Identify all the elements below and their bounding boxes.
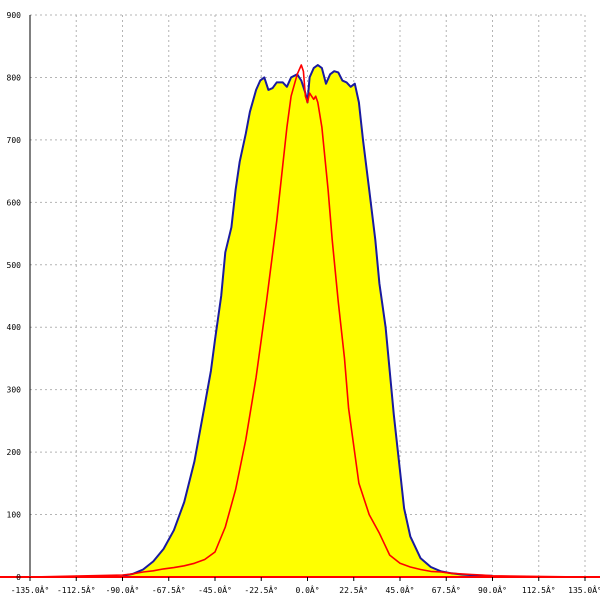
x-tick-label: -22.5Â° xyxy=(244,584,278,595)
y-tick-label: 100 xyxy=(7,511,22,520)
x-tick-label: 67.5Â° xyxy=(432,584,461,595)
y-tick-label: 800 xyxy=(7,73,22,82)
x-tick-label: 90.0Â° xyxy=(478,584,507,595)
x-tick-label: 0.0Â° xyxy=(295,584,319,595)
y-tick-label-zero: 0 xyxy=(16,573,21,582)
x-tick-label: 112.5Â° xyxy=(522,584,556,595)
y-tick-label: 600 xyxy=(7,198,22,207)
y-tick-label: 300 xyxy=(7,386,22,395)
x-tick-label: 135.0Â° xyxy=(568,584,600,595)
x-tick-label: -90.0Â° xyxy=(106,584,140,595)
y-tick-label: 200 xyxy=(7,448,22,457)
tick-labels: -135.0Â° -112.5Â° -90.0Â° -67.5Â° -45.0Â° -22… xyxy=(7,11,600,595)
x-tick-label: -112.5Â° xyxy=(57,584,96,595)
series-1-line xyxy=(29,64,586,578)
axis-layer xyxy=(0,15,600,578)
series-0-area xyxy=(122,65,493,577)
x-tick-label: 22.5Â° xyxy=(339,584,368,595)
y-tick-label: 500 xyxy=(7,261,22,270)
y-tick-label: 400 xyxy=(7,323,22,332)
x-tick-label: -45.0Â° xyxy=(198,584,232,595)
series-0-line xyxy=(122,64,493,577)
y-tick-label: 900 xyxy=(7,11,22,20)
x-tick-label: -135.0Â° xyxy=(11,584,50,595)
x-tick-label: -67.5Â° xyxy=(152,584,186,595)
y-tick-label: 700 xyxy=(7,136,22,145)
series-layer xyxy=(29,64,586,578)
x-tick-label: 45.0Â° xyxy=(386,584,415,595)
